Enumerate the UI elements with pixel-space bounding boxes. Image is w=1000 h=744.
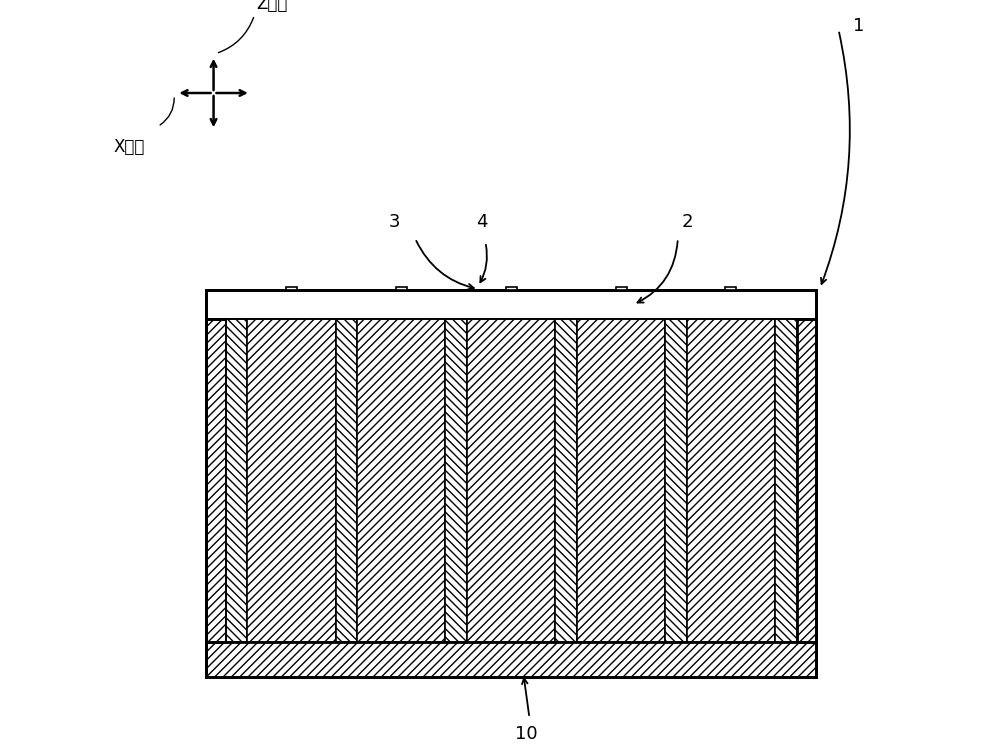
Text: 1: 1 (853, 17, 865, 35)
Bar (506, 286, 517, 290)
Bar (357, 319, 445, 642)
Text: X方向: X方向 (113, 138, 144, 155)
Bar (555, 319, 577, 642)
Bar (775, 319, 797, 642)
Bar (357, 319, 445, 642)
Bar (396, 286, 407, 290)
Text: 10: 10 (515, 725, 538, 743)
Bar (206, 642, 816, 677)
Bar (336, 319, 357, 642)
Bar (725, 286, 736, 290)
Bar (797, 319, 816, 642)
Bar (445, 319, 467, 642)
Bar (687, 319, 775, 642)
Bar (206, 290, 816, 319)
Bar (797, 319, 816, 642)
Bar (206, 319, 226, 642)
Bar (577, 319, 665, 642)
Text: 2: 2 (682, 213, 693, 231)
Bar (226, 319, 247, 642)
Text: 3: 3 (389, 213, 400, 231)
Bar (286, 286, 297, 290)
Bar (336, 319, 357, 642)
Bar (577, 319, 665, 642)
Bar (665, 319, 687, 642)
Bar (247, 319, 336, 642)
Bar (247, 319, 336, 642)
Bar (467, 319, 555, 642)
Bar (206, 642, 816, 677)
Bar (445, 319, 467, 642)
Bar (687, 319, 775, 642)
Text: Z方向: Z方向 (257, 0, 288, 13)
Bar (467, 319, 555, 642)
Bar (555, 319, 577, 642)
Bar (665, 319, 687, 642)
Bar (775, 319, 797, 642)
Bar (616, 286, 627, 290)
Text: 4: 4 (476, 213, 487, 231)
Bar (206, 319, 226, 642)
Bar (226, 319, 247, 642)
